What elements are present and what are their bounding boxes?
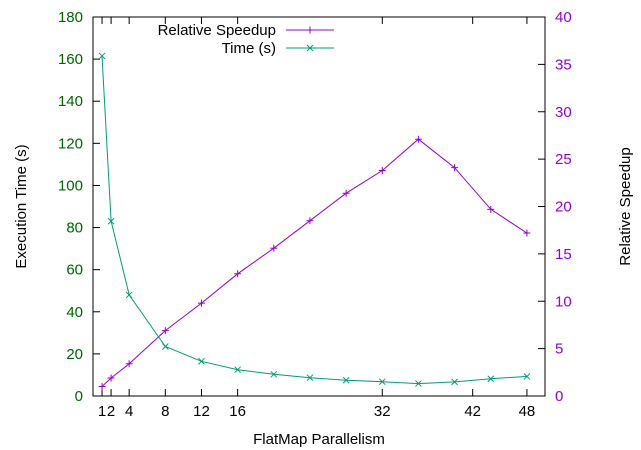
right-y-tick-label: 35 [555,56,572,73]
left-y-tick-label: 60 [66,262,83,279]
ticks-layer: 1 2 4 8 12 16 32 42 4802040608010012014016018005… [58,9,572,420]
data-point [342,189,350,197]
x-marker-b [523,373,531,380]
legend-label: Relative Speedup [158,22,276,39]
legend-entry: Time (s) [222,40,334,57]
data-point [234,366,241,374]
right-y-axis-title: Relative Speedup [617,147,634,265]
data-point [197,299,205,307]
data-point [451,164,459,172]
right-y-tick-label: 40 [555,9,572,26]
x-marker-b [342,376,350,384]
data-point [98,52,106,60]
x-marker-b [306,44,314,52]
data-point [125,360,133,368]
x-marker-b [378,378,386,386]
data-point [107,217,115,225]
x-tick-label: 32 [374,403,391,420]
x-tick-label: 2 [107,403,115,420]
series-line [101,138,528,387]
x-marker-b [451,378,458,386]
right-y-tick-label: 25 [555,151,572,168]
left-y-tick-label: 160 [58,51,83,68]
x-tick-label: 16 [229,403,246,420]
left-y-tick-label: 80 [66,220,83,237]
left-y-tick-label: 20 [66,346,83,363]
data-point [378,378,386,386]
x-tick-label: 12 [193,403,210,420]
series-line [101,55,527,385]
x-marker-b [306,374,314,382]
right-y-tick-label: 30 [555,104,572,121]
x-marker-b [125,291,133,299]
series-time [98,52,531,387]
x-marker-b [487,375,495,383]
data-point [415,380,422,387]
data-point [161,343,169,350]
data-point [342,376,350,384]
series-relative-speedup [98,135,531,391]
x-marker-b [198,357,205,365]
right-y-tick-label: 10 [555,293,572,310]
right-y-tick-label: 0 [555,388,563,405]
right-y-tick-label: 15 [555,246,572,263]
left-y-tick-label: 180 [58,9,83,26]
data-point [270,244,278,252]
series-layer [98,52,531,391]
x-tick-label: 8 [161,403,169,420]
left-y-tick-label: 0 [75,388,83,405]
x-tick-label: 42 [464,403,481,420]
data-point [306,217,314,225]
x-tick-label: 48 [519,403,536,420]
data-point [487,375,495,383]
plot-frame [92,16,546,397]
left-y-tick-label: 100 [58,177,83,194]
x-marker-b [270,370,278,378]
data-point [98,383,106,391]
right-y-tick-label: 5 [555,341,563,358]
data-point [125,291,133,299]
x-marker-b [234,366,241,374]
legend-label: Time (s) [222,40,276,57]
data-point [451,378,458,386]
data-point [161,327,169,335]
left-y-tick-label: 40 [66,304,83,321]
left-y-tick-label: 140 [58,93,83,110]
x-marker-b [415,380,422,387]
x-marker-b [161,343,169,350]
data-point [234,270,242,278]
x-axis-title: FlatMap Parallelism [253,431,385,448]
data-point [487,205,495,213]
left-y-tick-label: 120 [58,135,83,152]
x-marker-b [98,52,106,60]
data-point [107,374,115,382]
data-point [270,370,278,378]
data-point [306,374,314,382]
legend-entry: Relative Speedup [158,22,334,39]
data-point [198,357,205,365]
left-y-axis-title: Execution Time (s) [13,144,30,268]
data-point [414,135,422,143]
x-marker-b [107,217,115,225]
right-y-tick-label: 20 [555,199,572,216]
data-point [523,373,531,380]
data-point [523,229,531,237]
x-tick-label: 4 [125,403,133,420]
data-point [378,166,386,174]
x-tick-label: 1 [98,403,106,420]
